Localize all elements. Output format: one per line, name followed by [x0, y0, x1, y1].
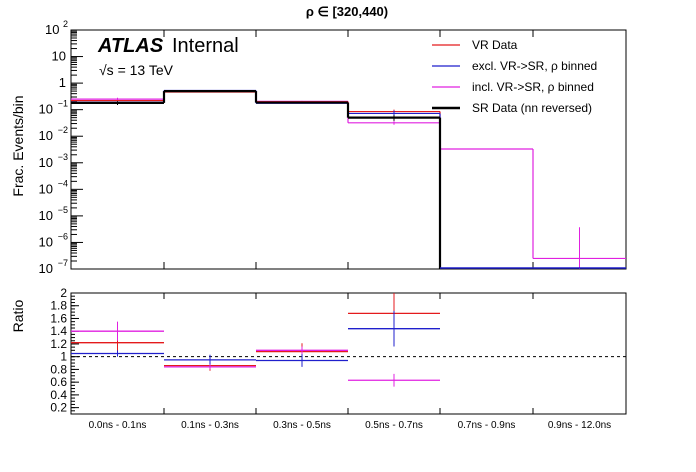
atlas-label: ATLAS Internal √s = 13 TeV — [97, 35, 239, 78]
ratio-y-axis-label: Ratio — [10, 299, 26, 332]
top-y-tick-exponent: −5 — [58, 205, 68, 215]
x-category-label: 0.5ns - 0.7ns — [365, 420, 423, 431]
ratio-series-group — [71, 293, 440, 387]
top-y-tick-exponent: −2 — [58, 125, 68, 135]
ratio-y-tick-label: 1.2 — [50, 337, 67, 351]
legend: VR Data excl. VR->SR, ρ binned incl. VR->S… — [432, 38, 597, 115]
top-panel-frame — [70, 29, 627, 270]
legend-label: SR Data (nn reversed) — [472, 101, 592, 115]
top-y-tick-label: 10 — [39, 234, 53, 249]
x-category-label: 0.0ns - 0.1ns — [89, 420, 147, 431]
x-axis-labels: 0.0ns - 0.1ns 0.1ns - 0.3ns 0.3ns - 0.5ns 0… — [89, 420, 612, 431]
atlas-internal-text: Internal — [172, 35, 239, 57]
ratio-y-tick-label: 1.6 — [50, 311, 67, 325]
top-y-tick-label: 10 — [39, 208, 53, 223]
ratio-y-tick-label: 0.4 — [50, 388, 67, 402]
top-y-tick-exponent: −7 — [58, 258, 68, 268]
ratio-y-tick-label: 0.8 — [50, 362, 67, 376]
top-y-axis: 10 2 10 1 10 −1 10 −2 10 −3 10 −4 10 −5 10 −6 10 −7 — [39, 19, 83, 276]
ratio-series-excl-vr-sr-binned — [71, 310, 440, 367]
top-y-tick-label: 1 — [59, 75, 66, 90]
top-y-axis-label: Frac. Events/bin — [10, 95, 26, 196]
top-y-tick-label: 10 — [52, 49, 66, 64]
ratio-y-tick-label: 1.4 — [50, 324, 67, 338]
legend-label: incl. VR->SR, ρ binned — [472, 80, 594, 94]
ratio-y-tick-label: 1.8 — [50, 299, 67, 313]
ratio-y-tick-label: 2 — [60, 286, 67, 300]
ratio-y-axis: 0.20.40.60.811.21.41.61.82 — [50, 286, 79, 415]
x-category-label: 0.9ns - 12.0ns — [548, 420, 611, 431]
top-series-group — [71, 89, 626, 269]
top-y-tick-label: 10 — [39, 261, 53, 276]
top-y-tick-exponent: −6 — [58, 231, 68, 241]
atlas-text: ATLAS — [97, 35, 164, 57]
top-y-tick-exponent: −4 — [58, 178, 68, 188]
x-category-label: 0.3ns - 0.5ns — [273, 420, 331, 431]
chart-title: ρ ∈ [320,440) — [306, 4, 388, 19]
top-y-tick-exponent: −1 — [58, 99, 68, 109]
top-y-tick-label: 10 — [39, 181, 53, 196]
legend-label: excl. VR->SR, ρ binned — [472, 59, 597, 73]
top-y-tick-label: 10 — [39, 128, 53, 143]
energy-label: √s = 13 TeV — [99, 62, 174, 78]
legend-label: VR Data — [472, 38, 518, 52]
x-category-label: 0.1ns - 0.3ns — [181, 420, 239, 431]
x-category-label: 0.7ns - 0.9ns — [458, 420, 516, 431]
ratio-y-tick-label: 1 — [60, 350, 67, 364]
ratio-y-tick-label: 0.6 — [50, 375, 67, 389]
top-y-tick-label: 10 — [39, 102, 53, 117]
top-y-tick-label: 10 — [45, 22, 59, 37]
top-y-tick-label: 10 — [39, 155, 53, 170]
top-y-tick-exponent: −3 — [58, 152, 68, 162]
top-y-tick-exponent: 2 — [63, 19, 68, 29]
ratio-series-incl-vr-sr-binned — [71, 321, 440, 387]
series-sr-data-nn-reversed- — [71, 90, 442, 269]
ratio-y-tick-label: 0.2 — [50, 401, 67, 415]
